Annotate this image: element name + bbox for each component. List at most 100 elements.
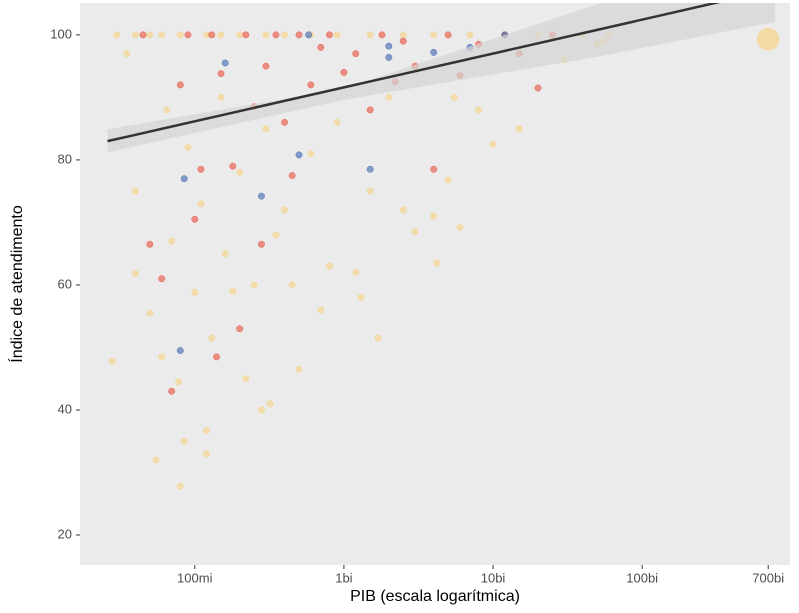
point [191, 288, 199, 296]
point [221, 59, 229, 67]
point [272, 231, 280, 239]
x-tick-label: 1bi [335, 570, 352, 585]
point [197, 200, 205, 208]
point [146, 31, 154, 39]
point [378, 31, 386, 39]
point [236, 325, 244, 333]
point [176, 31, 184, 39]
point [236, 168, 244, 176]
confidence-band [107, 3, 776, 153]
point [229, 162, 237, 170]
point [281, 31, 289, 39]
point [399, 206, 407, 214]
point [191, 215, 199, 223]
point [123, 50, 131, 58]
point [113, 31, 121, 39]
point [175, 378, 183, 386]
plot-background [80, 3, 790, 565]
point [515, 125, 523, 133]
point [176, 482, 184, 490]
point [317, 43, 325, 51]
point [385, 93, 393, 101]
point [325, 262, 333, 270]
point [430, 31, 438, 39]
point [430, 212, 438, 220]
point [229, 287, 237, 295]
point [258, 406, 265, 414]
point [131, 187, 139, 195]
y-tick-label: 40 [58, 401, 72, 416]
point [456, 223, 464, 231]
point [258, 192, 265, 200]
point [262, 125, 270, 133]
x-tick-label: 10bi [481, 570, 506, 585]
y-tick-label: 100 [50, 26, 72, 41]
point [217, 31, 225, 39]
point [262, 31, 270, 39]
point [180, 437, 188, 445]
point [366, 31, 374, 39]
point [357, 293, 365, 301]
y-axis-title: Índice de atendimento [7, 205, 26, 363]
point [475, 106, 483, 114]
point [158, 275, 166, 283]
point [131, 270, 139, 278]
point [272, 31, 280, 39]
point [466, 31, 474, 39]
point [266, 400, 274, 408]
point [288, 281, 296, 289]
point [217, 93, 225, 101]
point [317, 306, 325, 314]
point [242, 31, 250, 39]
point [197, 165, 205, 173]
point [295, 31, 303, 39]
y-tick-label: 80 [58, 151, 72, 166]
point [221, 250, 229, 258]
point [176, 81, 184, 89]
point [366, 165, 374, 173]
point [305, 31, 313, 39]
point [399, 31, 407, 39]
point [444, 176, 452, 184]
point [203, 427, 211, 435]
point [399, 37, 407, 45]
point [131, 31, 139, 39]
point [146, 309, 154, 317]
point [236, 31, 244, 39]
point [374, 334, 382, 342]
point [184, 31, 192, 39]
point [411, 228, 419, 236]
point [281, 206, 289, 214]
point [295, 151, 303, 159]
point [152, 456, 160, 464]
point [208, 31, 216, 39]
y-tick-label: 60 [58, 276, 72, 291]
point [430, 165, 438, 173]
point [217, 70, 225, 78]
point [444, 31, 452, 39]
point [534, 84, 542, 92]
point [489, 140, 497, 148]
point [352, 50, 360, 58]
point [366, 187, 374, 195]
point [288, 172, 296, 179]
point [307, 150, 315, 158]
point [258, 240, 265, 248]
point [176, 347, 184, 355]
x-axis-title: PIB (escala logarítmica) [350, 588, 520, 605]
point [108, 357, 116, 365]
point [333, 31, 341, 39]
point [168, 237, 176, 245]
point [295, 365, 303, 373]
point [325, 31, 333, 39]
point [208, 334, 216, 342]
point [139, 31, 147, 39]
point [450, 93, 458, 101]
point [180, 175, 188, 183]
point [352, 268, 360, 276]
point [146, 240, 154, 248]
point [168, 387, 176, 395]
point [340, 68, 348, 76]
point [281, 118, 289, 126]
